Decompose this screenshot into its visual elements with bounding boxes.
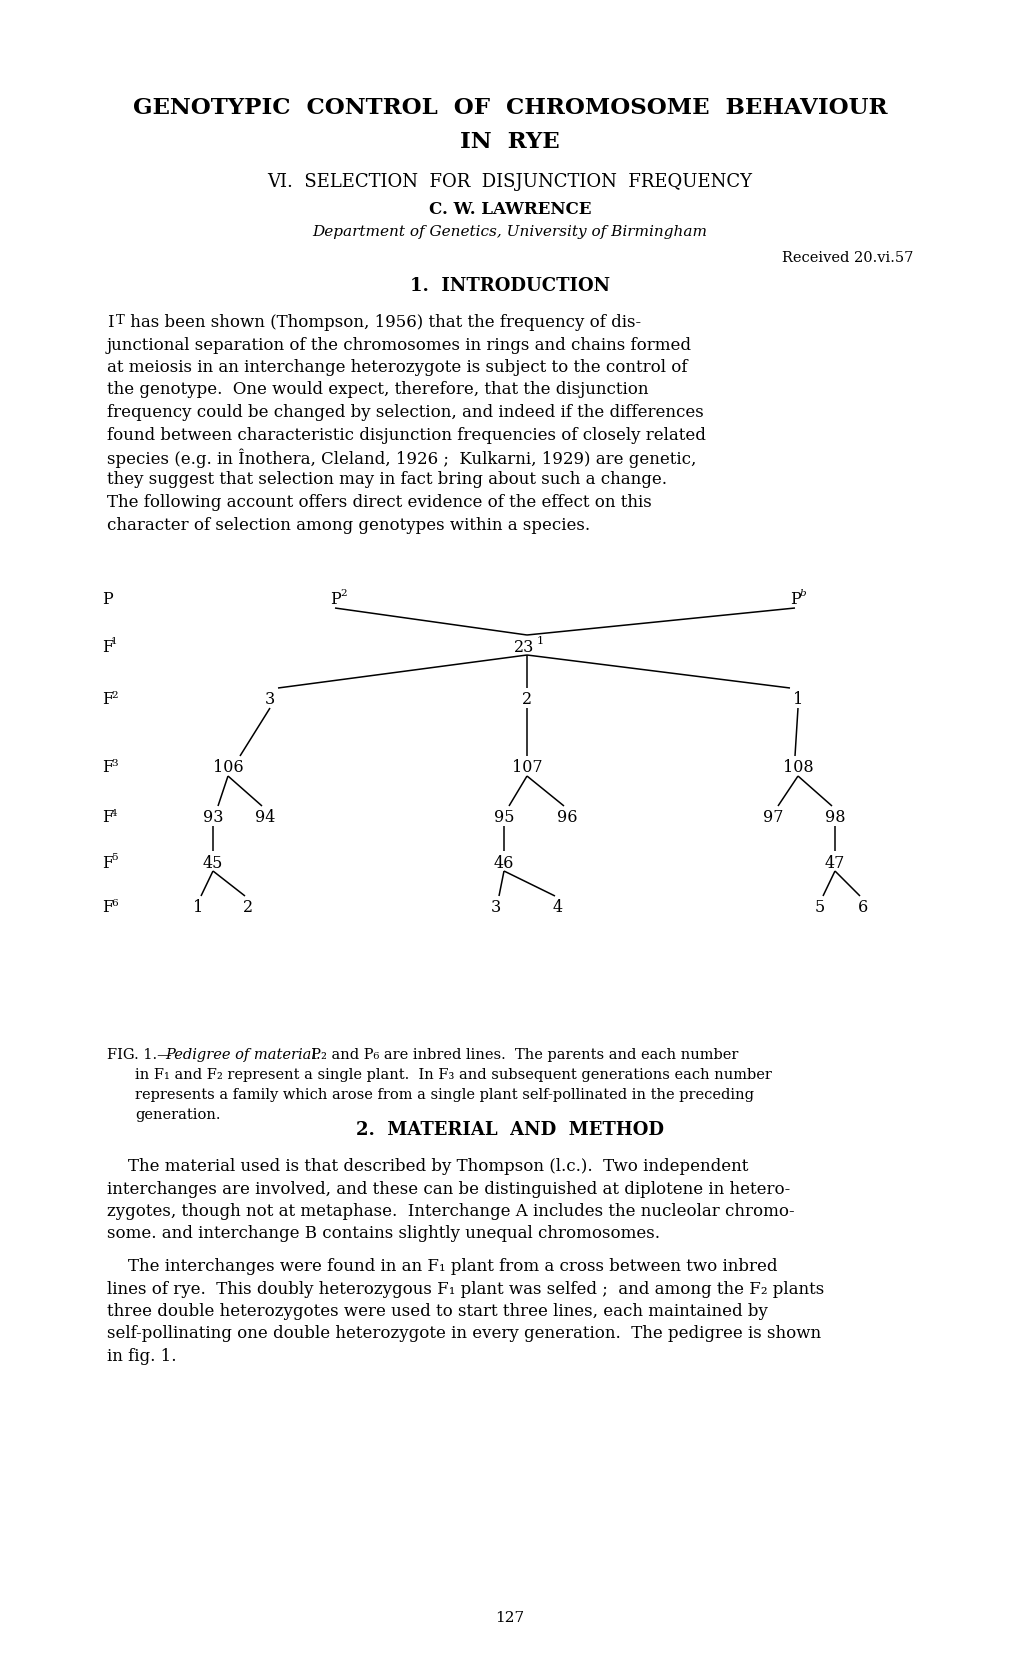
Text: 93: 93 — [203, 810, 223, 826]
Text: zygotes, though not at metaphase.  Interchange A includes the nucleolar chromo-: zygotes, though not at metaphase. Interc… — [107, 1203, 794, 1220]
Text: The material used is that described by Thompson (l.c.).  Two independent: The material used is that described by T… — [107, 1159, 748, 1175]
Text: F: F — [102, 691, 113, 709]
Text: 3: 3 — [111, 759, 117, 767]
Text: 47: 47 — [824, 855, 845, 871]
Text: found between characteristic disjunction frequencies of closely related: found between characteristic disjunction… — [107, 426, 705, 443]
Text: I: I — [107, 314, 113, 331]
Text: 1: 1 — [536, 636, 543, 646]
Text: three double heterozygotes were used to start three lines, each maintained by: three double heterozygotes were used to … — [107, 1303, 767, 1321]
Text: 2.  MATERIAL  AND  METHOD: 2. MATERIAL AND METHOD — [356, 1121, 663, 1139]
Text: generation.: generation. — [135, 1108, 220, 1122]
Text: 1: 1 — [111, 638, 117, 646]
Text: F: F — [102, 759, 113, 777]
Text: 106: 106 — [213, 759, 244, 777]
Text: 98: 98 — [824, 810, 845, 826]
Text: 95: 95 — [493, 810, 514, 826]
Text: 94: 94 — [255, 810, 275, 826]
Text: The interchanges were found in an F₁ plant from a cross between two inbred: The interchanges were found in an F₁ pla… — [107, 1258, 776, 1274]
Text: interchanges are involved, and these can be distinguished at diplotene in hetero: interchanges are involved, and these can… — [107, 1180, 790, 1197]
Text: 2: 2 — [522, 691, 532, 709]
Text: IN  RYE: IN RYE — [460, 131, 559, 154]
Text: 45: 45 — [203, 855, 223, 871]
Text: Pedigree of material.: Pedigree of material. — [165, 1048, 320, 1061]
Text: 2: 2 — [111, 691, 117, 699]
Text: species (e.g. in Înothera, Cleland, 1926 ;  Kulkarni, 1929) are genetic,: species (e.g. in Înothera, Cleland, 1926… — [107, 450, 696, 468]
Text: represents a family which arose from a single plant self-pollinated in the prece: represents a family which arose from a s… — [135, 1088, 753, 1103]
Text: 3: 3 — [490, 899, 500, 916]
Text: Received 20.vi.57: Received 20.vi.57 — [781, 251, 912, 264]
Text: P: P — [330, 592, 340, 608]
Text: the genotype.  One would expect, therefore, that the disjunction: the genotype. One would expect, therefor… — [107, 382, 648, 398]
Text: some. and interchange B contains slightly unequal chromosomes.: some. and interchange B contains slightl… — [107, 1225, 659, 1243]
Text: F: F — [102, 638, 113, 656]
Text: 3: 3 — [265, 691, 275, 709]
Text: GENOTYPIC  CONTROL  OF  CHROMOSOME  BEHAVIOUR: GENOTYPIC CONTROL OF CHROMOSOME BEHAVIOU… — [132, 98, 887, 119]
Text: F: F — [102, 810, 113, 826]
Text: P₂ and P₆ are inbred lines.  The parents and each number: P₂ and P₆ are inbred lines. The parents … — [302, 1048, 738, 1061]
Text: character of selection among genotypes within a species.: character of selection among genotypes w… — [107, 516, 590, 534]
Text: The following account offers direct evidence of the effect on this: The following account offers direct evid… — [107, 494, 651, 511]
Text: in fig. 1.: in fig. 1. — [107, 1347, 176, 1365]
Text: 97: 97 — [762, 810, 783, 826]
Text: 5: 5 — [111, 853, 117, 863]
Text: 46: 46 — [493, 855, 514, 871]
Text: FIG. 1.—: FIG. 1.— — [107, 1048, 171, 1061]
Text: frequency could be changed by selection, and indeed if the differences: frequency could be changed by selection,… — [107, 403, 703, 422]
Text: b: b — [799, 590, 806, 598]
Text: junctional separation of the chromosomes in rings and chains formed: junctional separation of the chromosomes… — [107, 337, 691, 354]
Text: 6: 6 — [857, 899, 867, 916]
Text: 5: 5 — [814, 899, 824, 916]
Text: in F₁ and F₂ represent a single plant.  In F₃ and subsequent generations each nu: in F₁ and F₂ represent a single plant. I… — [135, 1068, 771, 1083]
Text: 4: 4 — [111, 808, 117, 818]
Text: T: T — [116, 314, 124, 327]
Text: VI.  SELECTION  FOR  DISJUNCTION  FREQUENCY: VI. SELECTION FOR DISJUNCTION FREQUENCY — [267, 174, 752, 192]
Text: 127: 127 — [495, 1612, 524, 1625]
Text: 96: 96 — [556, 810, 577, 826]
Text: at meiosis in an interchange heterozygote is subject to the control of: at meiosis in an interchange heterozygot… — [107, 359, 687, 375]
Text: 6: 6 — [111, 899, 117, 907]
Text: 4: 4 — [552, 899, 562, 916]
Text: has been shown (Thompson, 1956) that the frequency of dis-: has been shown (Thompson, 1956) that the… — [125, 314, 641, 331]
Text: self-pollinating one double heterozygote in every generation.  The pedigree is s: self-pollinating one double heterozygote… — [107, 1326, 820, 1342]
Text: 2: 2 — [339, 590, 346, 598]
Text: they suggest that selection may in fact bring about such a change.: they suggest that selection may in fact … — [107, 471, 666, 489]
Text: lines of rye.  This doubly heterozygous F₁ plant was selfed ;  and among the F₂ : lines of rye. This doubly heterozygous F… — [107, 1281, 823, 1298]
Text: P: P — [102, 592, 113, 608]
Text: Department of Genetics, University of Birmingham: Department of Genetics, University of Bi… — [312, 225, 707, 240]
Text: F: F — [102, 899, 113, 916]
Text: 107: 107 — [512, 759, 542, 777]
Text: P: P — [790, 592, 800, 608]
Text: F: F — [102, 855, 113, 871]
Text: C. W. LAWRENCE: C. W. LAWRENCE — [428, 202, 591, 218]
Text: 108: 108 — [782, 759, 812, 777]
Text: 1: 1 — [792, 691, 802, 709]
Text: 1.  INTRODUCTION: 1. INTRODUCTION — [410, 278, 609, 294]
Text: 23: 23 — [514, 638, 534, 656]
Text: 2: 2 — [243, 899, 253, 916]
Text: 1: 1 — [193, 899, 203, 916]
